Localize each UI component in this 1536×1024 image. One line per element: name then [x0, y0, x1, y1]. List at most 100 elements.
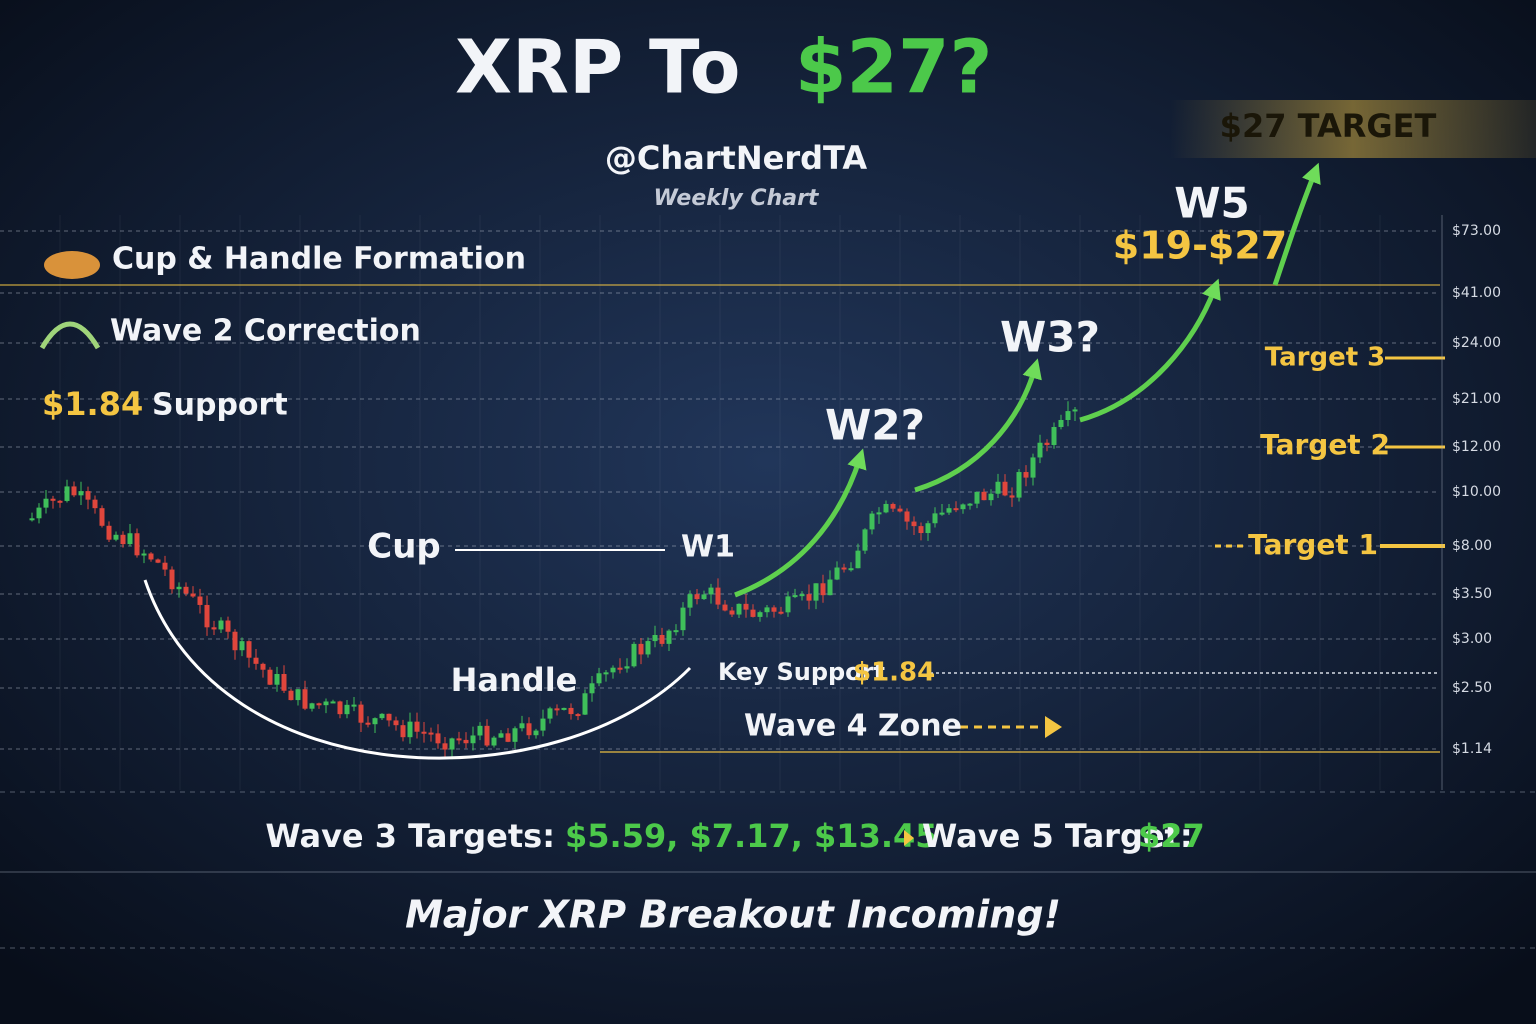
candle-body [911, 521, 917, 527]
wave-label: W5 [1174, 179, 1250, 228]
candle-body [743, 603, 749, 610]
candle-body [183, 586, 189, 594]
axis-label: $8.00 [1452, 538, 1492, 554]
target-banner: $27 TARGET [1220, 107, 1437, 145]
candle-body [904, 511, 910, 522]
grid [0, 215, 1440, 790]
candle-body [442, 743, 448, 750]
wave-label: W2? [825, 401, 925, 450]
candle-body [386, 713, 392, 721]
candle-body [344, 704, 350, 715]
candle-body [155, 559, 161, 563]
candle-body [78, 491, 84, 496]
candle-body [71, 486, 77, 496]
support-value: $1.84 [42, 385, 143, 423]
cup-icon [44, 251, 100, 279]
candle-body [519, 723, 525, 729]
candle-body [995, 481, 1001, 494]
candle-body [792, 595, 798, 598]
candle-body [820, 583, 826, 596]
candle-body [134, 533, 140, 556]
candle-body [575, 714, 581, 717]
candle-body [666, 630, 672, 644]
candle-body [211, 627, 217, 630]
candle-body [680, 607, 686, 631]
candle-body [463, 739, 469, 744]
candle-body [470, 735, 476, 744]
candle-body [939, 512, 945, 515]
candle-body [897, 508, 903, 512]
axis-label: $21.00 [1452, 391, 1501, 407]
candle-body [946, 508, 952, 513]
candle-body [421, 731, 427, 734]
candle-body [701, 594, 707, 600]
candle-body [218, 620, 224, 630]
candle-body [337, 701, 343, 715]
candle-body [988, 493, 994, 501]
candle-body [848, 568, 854, 571]
candle-body [50, 498, 56, 501]
candle-body [659, 635, 665, 644]
candle-body [141, 553, 147, 556]
candle-body [876, 512, 882, 515]
candle-body [477, 725, 483, 736]
candle-body [162, 562, 168, 570]
candle-body [57, 500, 63, 503]
candle-body [358, 704, 364, 723]
candle-body [190, 593, 196, 597]
candle-body [610, 667, 616, 673]
candle-body [64, 486, 70, 501]
axis-label: $73.00 [1452, 223, 1501, 239]
candle-body [750, 609, 756, 617]
axis-label: $41.00 [1452, 285, 1501, 301]
candle-body [372, 718, 378, 725]
wave5-label: Wave 5 Target: [922, 817, 1193, 855]
candle-body [1016, 472, 1022, 498]
candle-body [1030, 457, 1036, 478]
candle-body [267, 669, 273, 685]
candle-body [1044, 442, 1050, 445]
candle-body [246, 641, 252, 658]
candle-body [568, 707, 574, 715]
price-axis: $73.00 $41.00 $24.00 $21.00 $12.00 $10.00 $8.0… [1441, 215, 1501, 790]
candle-body [694, 594, 700, 600]
candle-body [526, 723, 532, 736]
axis-label: $24.00 [1452, 335, 1501, 351]
candle-body [428, 732, 434, 735]
candle-body [799, 594, 805, 597]
candle-body [127, 533, 133, 545]
candle-body [323, 701, 329, 706]
candle-body [316, 703, 322, 706]
candle-body [85, 491, 91, 500]
candle-body [505, 733, 511, 742]
candle-body [274, 673, 280, 685]
candle-body [1002, 481, 1008, 496]
candle-body [547, 708, 553, 719]
wave-icon [39, 321, 101, 350]
candle-body [260, 663, 266, 670]
candle-body [764, 607, 770, 613]
candle-body [806, 594, 812, 601]
candle-body [365, 722, 371, 725]
candle-body [176, 586, 182, 590]
candle-body [295, 689, 301, 701]
candle-body [715, 587, 721, 605]
candle-body [561, 707, 567, 710]
candle-body [883, 503, 889, 513]
candle-body [512, 728, 518, 742]
candle-body [120, 534, 126, 545]
candle-body [302, 689, 308, 709]
axis-label: $3.50 [1452, 586, 1492, 602]
candle-body [197, 596, 203, 605]
candle-body [106, 525, 112, 540]
candle-body [554, 708, 560, 711]
candle-body [813, 583, 819, 601]
candle-body [827, 579, 833, 596]
candle-body [379, 713, 385, 719]
candle-body [890, 503, 896, 509]
target-banner-band [1170, 100, 1536, 158]
wave-label: W1 [681, 530, 735, 565]
axis-label: $10.00 [1452, 484, 1501, 500]
